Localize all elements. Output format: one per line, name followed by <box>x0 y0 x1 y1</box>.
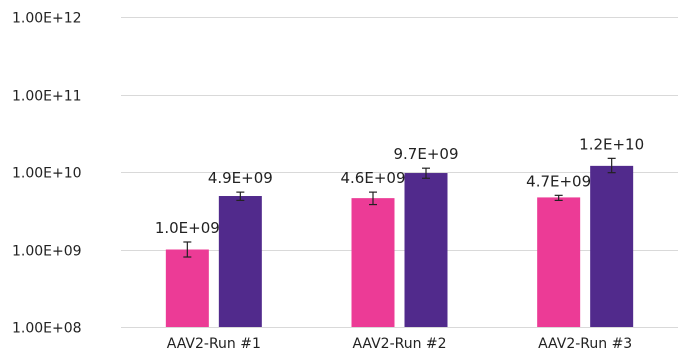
data-label: 4.6E+09 <box>341 169 406 187</box>
y-tick-label: 1.00E+11 <box>12 89 82 105</box>
y-tick-label: 1.00E+12 <box>12 11 82 27</box>
x-category-label: AAV2-Run #3 <box>538 336 632 352</box>
bar <box>351 198 395 327</box>
x-category-label: AAV2-Run #2 <box>352 336 446 352</box>
y-tick-label: 1.00E+08 <box>12 321 82 337</box>
y-tick-label: 1.00E+10 <box>12 166 82 182</box>
bar <box>537 197 581 327</box>
data-label: 4.7E+09 <box>526 172 591 190</box>
x-category-label: AAV2-Run #1 <box>167 336 261 352</box>
bar <box>218 196 262 327</box>
bar <box>590 165 634 327</box>
data-label: 1.0E+09 <box>155 219 220 237</box>
bar <box>404 173 448 327</box>
bar <box>165 249 209 327</box>
data-label: 1.2E+10 <box>579 135 644 153</box>
data-label: 4.9E+09 <box>208 169 273 187</box>
y-tick-label: 1.00E+09 <box>12 244 82 260</box>
data-label: 9.7E+09 <box>394 145 459 163</box>
